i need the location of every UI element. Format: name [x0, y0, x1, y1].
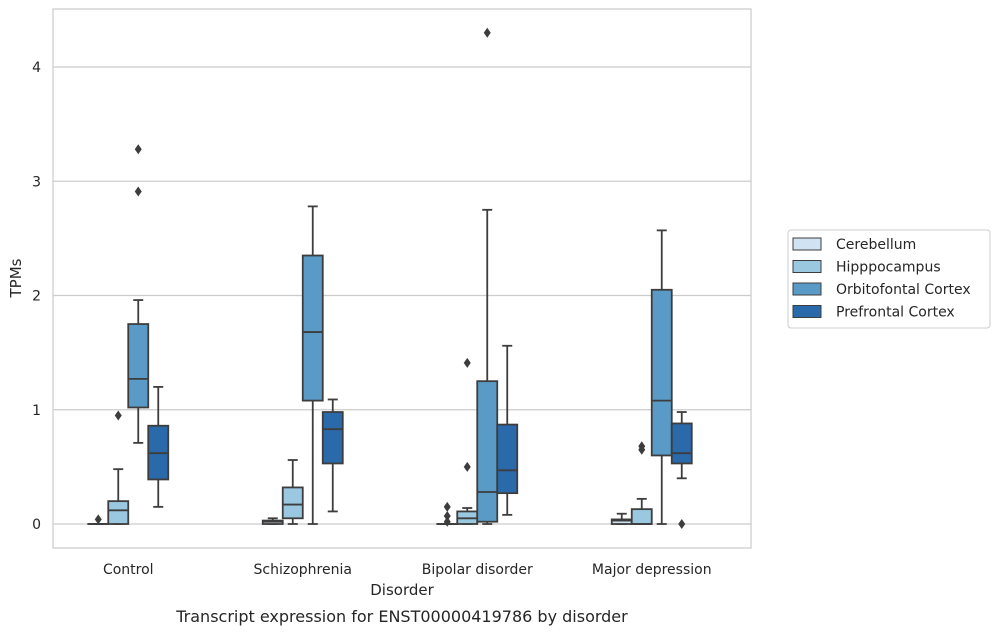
box-cerebellum-major-depression — [610, 512, 633, 525]
box-iqr — [670, 422, 693, 465]
outlier-point — [443, 501, 451, 512]
box-cerebellum-bipolar-disorder — [436, 501, 459, 527]
box-iqr — [650, 288, 673, 457]
outlier-point — [114, 410, 122, 421]
box-iqr — [321, 411, 344, 465]
box-iqr — [281, 486, 304, 520]
outlier-point — [483, 27, 491, 38]
box-hipppocampus-schizophrenia — [281, 459, 304, 525]
x-tick-label: Control — [103, 562, 154, 578]
legend-swatch — [792, 305, 822, 318]
legend-entry: Hipppocampus — [836, 260, 941, 276]
box-iqr — [496, 423, 519, 495]
box-prefrontal-cortex-control — [147, 385, 170, 508]
outlier-point — [443, 516, 451, 527]
y-tick-label: 1 — [32, 403, 41, 419]
box-orbitofontal-cortex-control — [127, 144, 150, 444]
outlier-point — [463, 357, 471, 368]
legend-frame — [787, 229, 991, 329]
box-hipppocampus-major-depression — [630, 441, 653, 525]
legend-entry: Cerebellum — [836, 237, 916, 253]
legend-swatch — [792, 237, 822, 251]
box-orbitofontal-cortex-bipolar-disorder — [476, 27, 499, 525]
y-tick-label: 3 — [32, 174, 41, 190]
box-groups — [87, 27, 693, 529]
legend-entry: Prefrontal Cortex — [836, 305, 955, 321]
x-tick-label: Bipolar disorder — [422, 562, 533, 578]
box-prefrontal-cortex-schizophrenia — [321, 398, 344, 513]
box-hipppocampus-control — [107, 410, 130, 525]
box-iqr — [127, 323, 150, 409]
outlier-point — [678, 519, 686, 529]
x-axis-label: Disorder — [370, 581, 434, 599]
y-tick-labels: 0 1 2 3 4 — [32, 60, 41, 533]
outlier-point — [443, 511, 451, 522]
legend-swatch — [792, 260, 822, 273]
legend: Cerebellum Hipppocampus Orbitofontal Corte… — [787, 229, 991, 329]
x-tick-labels: Control Schizophrenia Bipolar disorder Majo… — [103, 562, 712, 578]
chart-caption: Transcript expression for ENST0000041978… — [175, 607, 628, 626]
legend-entry: Orbitofontal Cortex — [836, 282, 971, 298]
outlier-point — [463, 461, 471, 472]
box-hipppocampus-bipolar-disorder — [456, 357, 479, 525]
y-tick-label: 4 — [32, 60, 41, 76]
legend-swatch — [792, 282, 822, 296]
outlier-point — [94, 514, 102, 525]
box-iqr — [301, 254, 324, 402]
y-tick-label: 0 — [32, 517, 41, 533]
box-cerebellum-schizophrenia — [261, 517, 284, 525]
box-orbitofontal-cortex-major-depression — [650, 229, 673, 525]
plot-frame — [52, 8, 752, 549]
box-iqr — [107, 500, 130, 525]
x-tick-label: Major depression — [592, 562, 712, 578]
box-orbitofontal-cortex-schizophrenia — [301, 205, 324, 525]
y-axis-label: TPMs — [7, 258, 25, 298]
box-prefrontal-cortex-bipolar-disorder — [496, 344, 519, 516]
box-cerebellum-control — [87, 514, 110, 525]
box-iqr — [476, 380, 499, 523]
x-tick-label: Schizophrenia — [254, 562, 352, 578]
y-tick-label: 2 — [32, 289, 41, 305]
box-iqr — [630, 508, 653, 525]
outlier-point — [134, 144, 142, 155]
box-prefrontal-cortex-major-depression — [670, 411, 693, 529]
outlier-point — [134, 186, 142, 197]
outlier-point — [638, 444, 646, 455]
